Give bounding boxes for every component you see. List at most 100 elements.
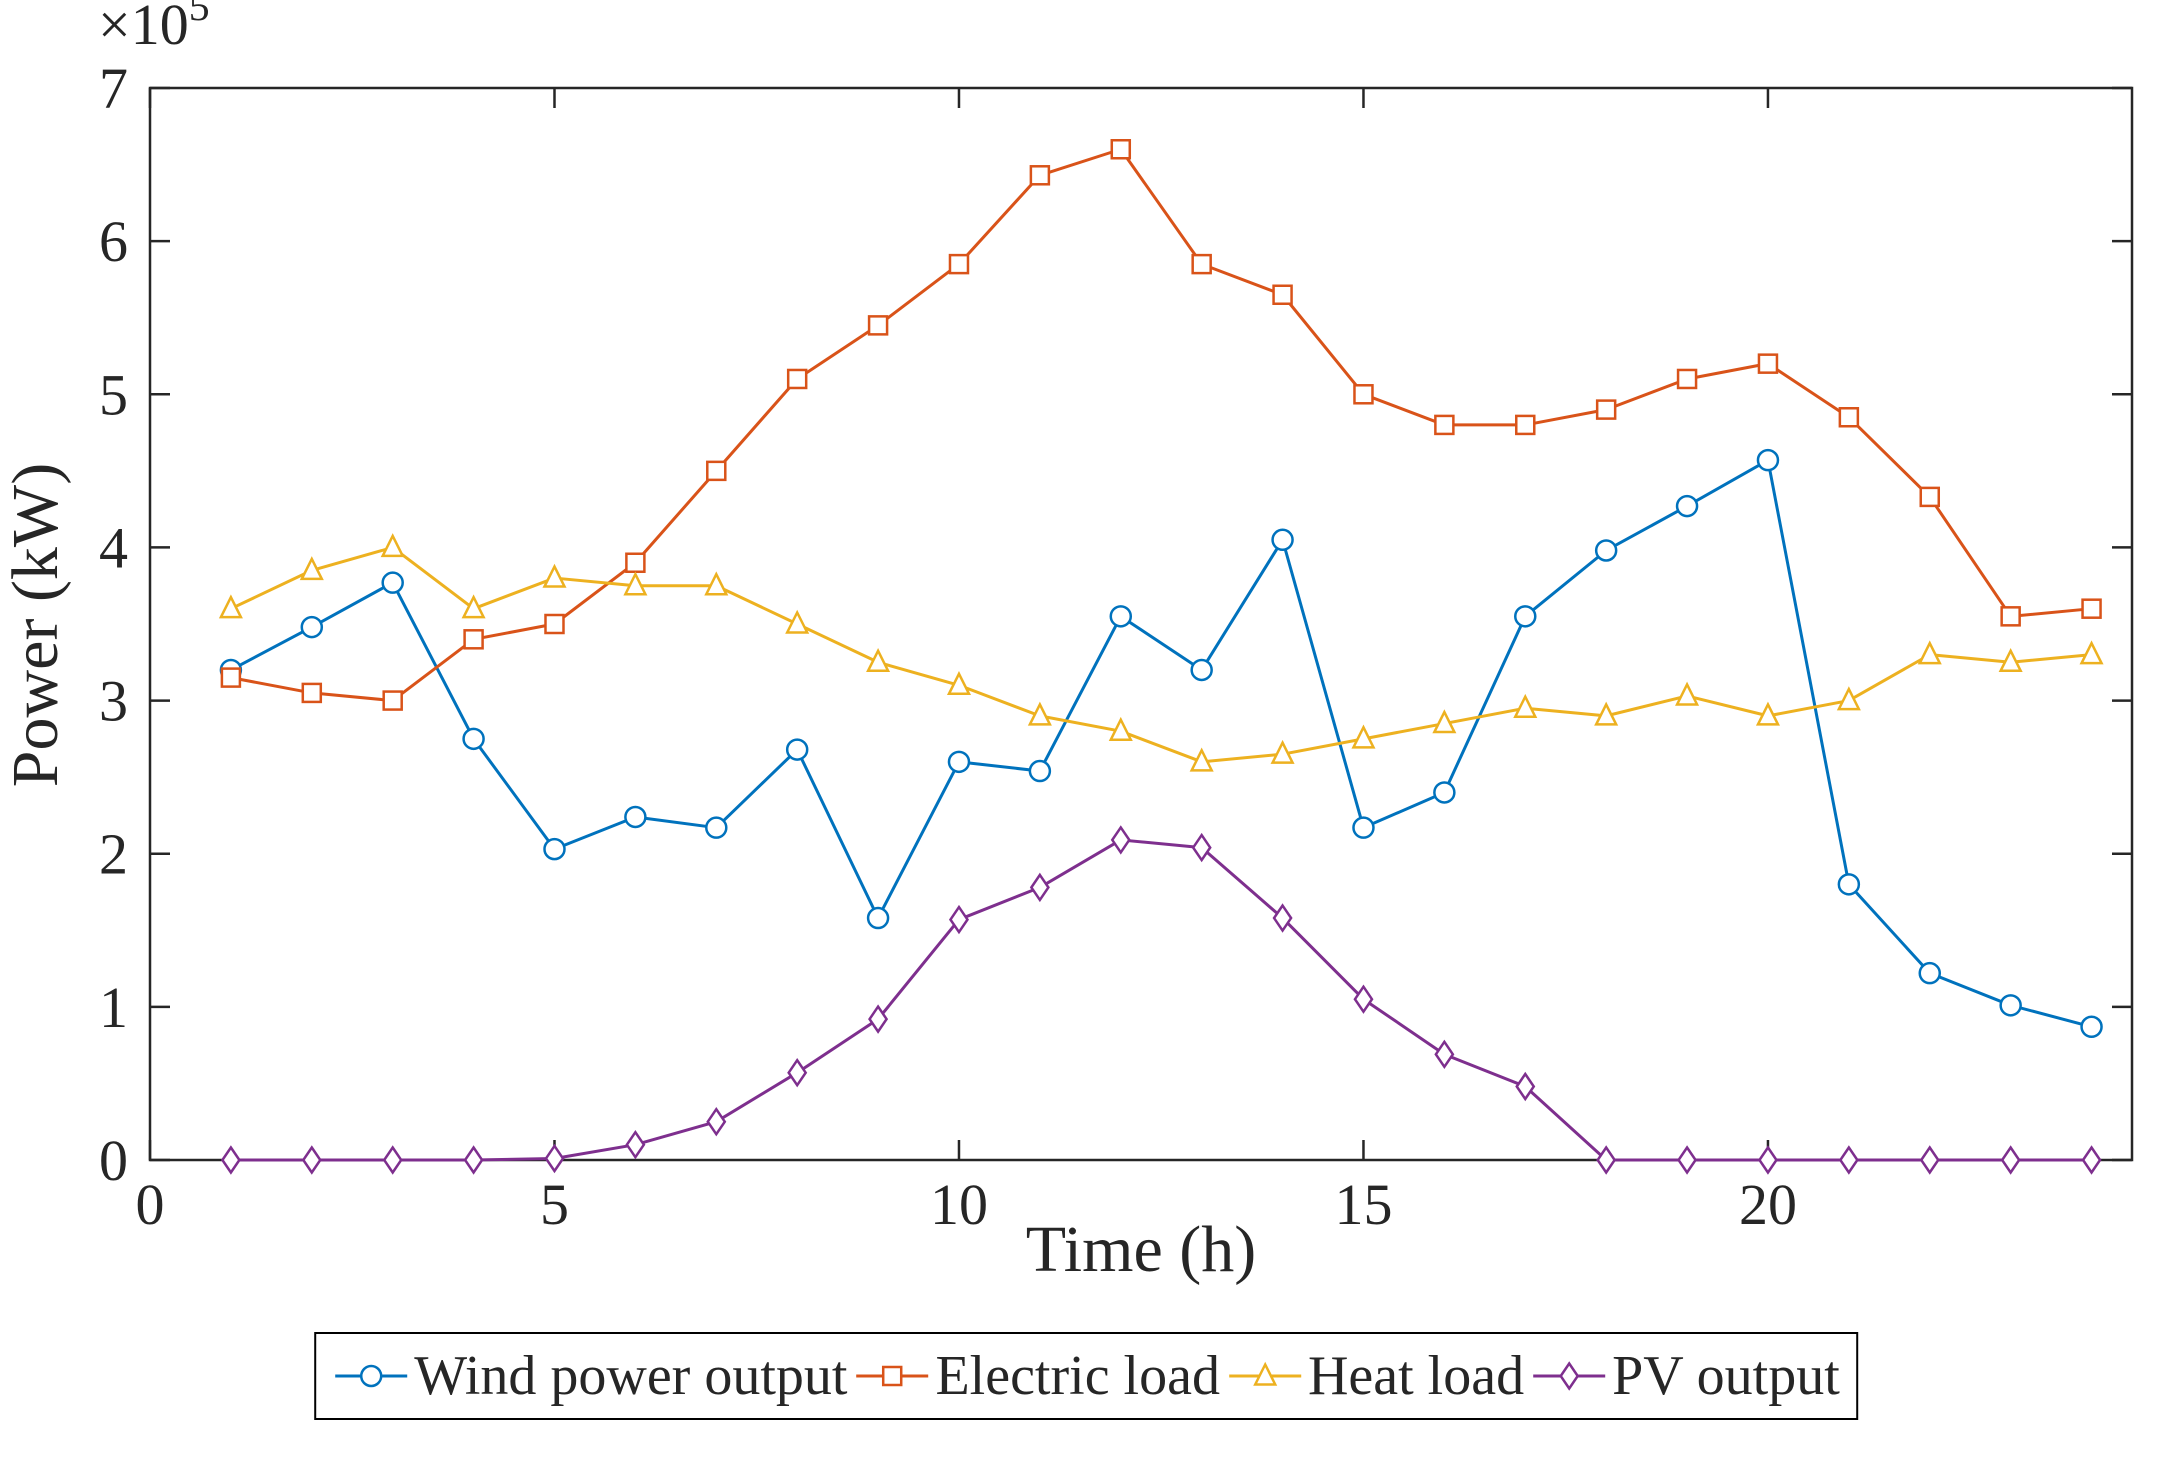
legend-label: Wind power output bbox=[414, 1345, 848, 1407]
series-heat-load bbox=[218, 533, 2104, 772]
triangle-marker bbox=[1675, 681, 1700, 706]
diamond-marker bbox=[868, 1004, 889, 1034]
diamond-marker bbox=[948, 904, 969, 935]
square-marker bbox=[1757, 353, 1779, 374]
diamond-marker bbox=[382, 1145, 403, 1175]
square-marker bbox=[220, 667, 242, 688]
circle-marker bbox=[381, 571, 404, 594]
triangle-marker bbox=[704, 571, 729, 596]
circle-marker bbox=[1028, 759, 1052, 783]
legend-item-pv-output: PV output bbox=[1530, 1344, 1840, 1408]
square-marker bbox=[1353, 384, 1374, 405]
circle-marker bbox=[866, 906, 890, 930]
triangle-marker bbox=[1836, 686, 1861, 711]
square-marker bbox=[1272, 284, 1293, 305]
circle-marker bbox=[1271, 528, 1294, 552]
triangle-marker bbox=[1513, 693, 1538, 718]
square-marker bbox=[786, 368, 808, 390]
square-marker bbox=[463, 629, 484, 650]
triangle-marker bbox=[380, 533, 405, 558]
diamond-marker bbox=[2081, 1145, 2102, 1175]
square-marker bbox=[382, 690, 403, 711]
circle-marker bbox=[1999, 994, 2022, 1017]
triangle-marker bbox=[1755, 701, 1780, 726]
y-tick-label: 4 bbox=[99, 515, 128, 580]
legend-label: Electric load bbox=[935, 1345, 1220, 1407]
triangle-marker bbox=[866, 647, 891, 673]
x-tick-label: 20 bbox=[1739, 1172, 1797, 1237]
series-pv-output bbox=[220, 825, 2102, 1175]
circle-marker bbox=[543, 837, 566, 861]
diamond-marker bbox=[706, 1106, 727, 1137]
diamond-marker bbox=[1838, 1145, 1859, 1175]
diamond-marker bbox=[1559, 1361, 1580, 1391]
triangle-marker bbox=[1594, 701, 1619, 726]
diamond-marker bbox=[1191, 832, 1212, 863]
y-tick-label: 0 bbox=[99, 1128, 128, 1193]
legend: Wind power output Electric load Heat load P… bbox=[314, 1332, 1858, 1420]
diamond-marker bbox=[1353, 984, 1374, 1014]
series-wind-power-output bbox=[219, 448, 2103, 1039]
diamond-marker bbox=[1110, 825, 1131, 855]
y-tick-label: 7 bbox=[99, 56, 128, 121]
y-axis-multiplier-label: ×105 bbox=[98, 0, 210, 57]
circle-marker bbox=[1352, 816, 1375, 839]
triangle-marker bbox=[946, 670, 972, 696]
legend-label: PV output bbox=[1612, 1345, 1840, 1407]
square-marker bbox=[882, 1365, 903, 1387]
circle-marker bbox=[462, 727, 485, 751]
square-marker bbox=[544, 613, 565, 635]
triangle-marker bbox=[1432, 709, 1457, 734]
square-marker bbox=[706, 460, 727, 482]
x-tick-label: 0 bbox=[136, 1172, 165, 1237]
circle-marker bbox=[1190, 658, 1213, 682]
square-marker bbox=[2081, 598, 2102, 619]
legend-item-wind-power-output: Wind power output bbox=[332, 1344, 847, 1408]
triangle-marker bbox=[1252, 1361, 1277, 1386]
y-tick-label: 5 bbox=[99, 362, 128, 427]
triangle-marker bbox=[1998, 647, 2023, 673]
square-marker bbox=[1919, 486, 1941, 508]
triangle-marker bbox=[623, 571, 648, 596]
triangle-marker bbox=[785, 609, 810, 634]
circle-marker bbox=[624, 805, 647, 829]
x-axis-label: Time (h) bbox=[1025, 1213, 1257, 1286]
diamond-marker bbox=[544, 1143, 565, 1174]
legend-diamond-marker-sample bbox=[1533, 1361, 1606, 1391]
diamond-marker bbox=[1515, 1071, 1536, 1102]
diamond-marker bbox=[220, 1145, 241, 1175]
square-marker bbox=[1110, 139, 1132, 160]
diamond-marker bbox=[1272, 903, 1293, 933]
y-tick-label: 2 bbox=[99, 822, 128, 887]
legend-item-heat-load: Heat load bbox=[1226, 1344, 1524, 1408]
square-marker bbox=[1434, 414, 1455, 436]
y-tick-label: 6 bbox=[99, 209, 128, 274]
square-marker bbox=[2000, 606, 2021, 627]
y-axis-label: Power (kW) bbox=[0, 462, 72, 788]
triangle-marker bbox=[542, 563, 567, 588]
circle-marker bbox=[785, 738, 809, 761]
diamond-marker bbox=[463, 1145, 484, 1175]
diamond-marker bbox=[1029, 872, 1050, 903]
square-marker bbox=[1191, 253, 1212, 275]
legend-triangle-marker-sample bbox=[1228, 1361, 1301, 1386]
square-marker bbox=[1515, 414, 1536, 436]
axes-box bbox=[148, 86, 2134, 1162]
x-tick-label: 5 bbox=[540, 1172, 569, 1237]
circle-marker bbox=[1918, 961, 1942, 985]
diamond-marker bbox=[301, 1145, 322, 1175]
diamond-marker bbox=[2000, 1145, 2021, 1175]
legend-label: Heat load bbox=[1307, 1345, 1525, 1407]
legend-item-electric-load: Electric load bbox=[853, 1344, 1220, 1408]
triangle-marker bbox=[1189, 747, 1214, 772]
diamond-marker bbox=[1434, 1039, 1455, 1070]
circle-marker bbox=[1433, 781, 1456, 804]
square-marker bbox=[867, 315, 889, 336]
square-marker bbox=[1595, 399, 1617, 420]
circle-marker bbox=[1675, 494, 1699, 518]
circle-marker bbox=[300, 615, 324, 639]
y-tick-label: 1 bbox=[99, 975, 128, 1040]
circle-marker bbox=[1109, 605, 1133, 628]
